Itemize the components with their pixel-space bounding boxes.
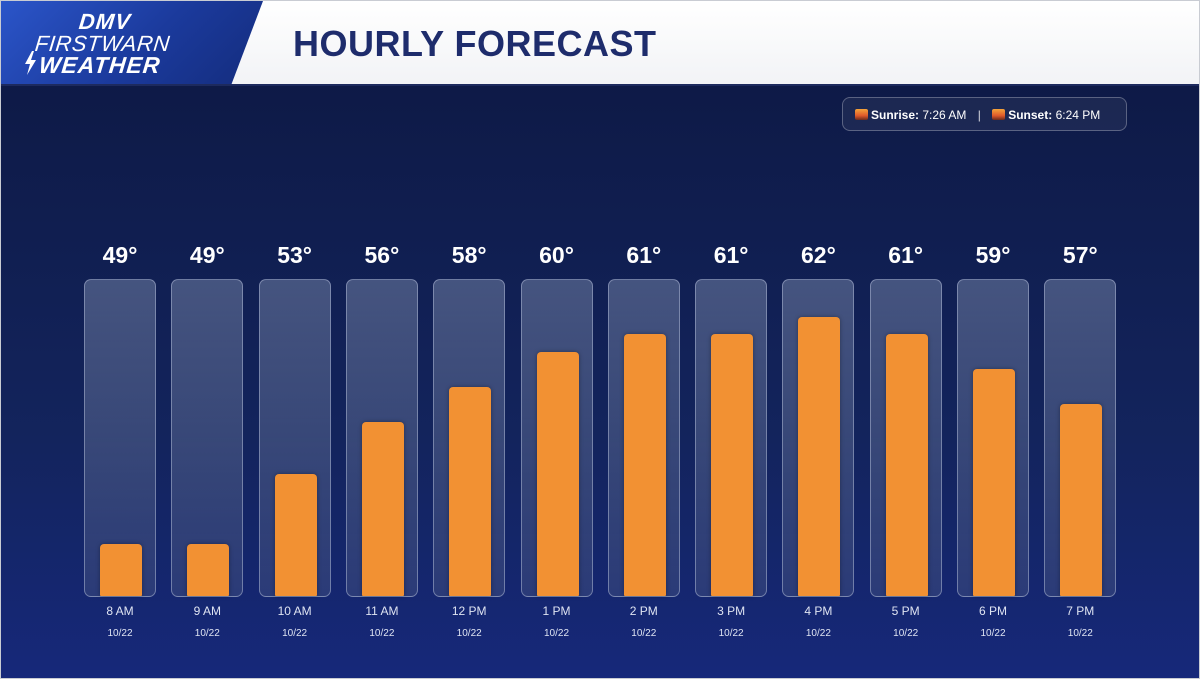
bar-track [957,279,1029,597]
bar-track [84,279,156,597]
logo-line-weather: WEATHER [37,52,162,78]
temperature-label: 61° [888,242,924,268]
temperature-label: 57° [1062,242,1098,268]
temperature-bar [361,421,404,596]
bar-track [869,279,942,597]
hour-label: 4 PM [804,604,833,618]
temperature-label: 49° [102,242,138,268]
temperature-label: 58° [451,242,487,268]
temperature-bar [274,473,317,596]
date-label: 10/22 [980,628,1006,639]
temperature-bar [187,543,230,596]
bar-track [258,279,331,597]
temperature-label: 49° [189,242,225,268]
hour-label: 10 AM [277,604,312,618]
hour-label: 6 PM [978,604,1007,618]
page-title: HOURLY FORECAST [293,23,657,64]
date-label: 10/22 [893,628,919,639]
separator: | [977,108,981,122]
temperature-bar [1060,404,1103,596]
bar-track [345,279,418,597]
bar-track [1044,279,1117,597]
station-logo: DMV FIRSTWARN WEATHER [1,1,263,84]
temperature-bar [623,334,666,596]
date-label: 10/22 [107,628,133,639]
hour-label: 2 PM [629,604,658,618]
sunset-label: Sunset: [1008,108,1053,122]
sunrise-time: 7:26 AM [922,108,967,122]
temperature-label: 59° [975,242,1011,268]
temperature-label: 60° [539,242,574,268]
temperature-label: 61° [626,242,662,268]
date-label: 10/22 [631,628,657,639]
date-label: 10/22 [718,628,744,639]
bar-track [171,279,244,597]
date-label: 10/22 [369,628,395,639]
sunrise-label: Sunrise: [871,108,920,122]
bar-track [607,279,680,597]
temperature-label: 62° [801,242,836,268]
temperature-bar [973,369,1015,596]
date-label: 10/22 [456,628,482,639]
sunset-time: 6:24 PM [1055,108,1101,122]
temperature-bar [885,334,928,596]
temperature-bar [100,543,142,596]
temperature-bar [536,351,579,596]
chart-panel: Sunrise: 7:26 AM | Sunset: 6:24 PM 49° 8 … [1,86,1199,678]
hour-label: 9 AM [193,604,221,618]
date-label: 10/22 [1067,628,1093,639]
bar-track [782,279,855,597]
temperature-bar [449,386,492,596]
bar-track [433,279,506,597]
temperature-bar [711,334,754,596]
hour-label: 5 PM [891,604,920,618]
sun-times-badge: Sunrise: 7:26 AM | Sunset: 6:24 PM [842,97,1127,131]
temperature-label: 61° [713,242,749,268]
bar-track [695,279,768,597]
temperature-label: 56° [364,242,400,268]
date-label: 10/22 [282,628,308,639]
lightning-bolt-icon [25,51,36,75]
hour-label: 11 AM [365,604,399,618]
date-label: 10/22 [805,628,831,639]
hour-label: 7 PM [1066,604,1095,618]
hour-label: 1 PM [542,604,571,618]
temperature-label: 53° [277,242,312,268]
temperature-bar [798,317,841,596]
bar-track [520,279,593,597]
hour-label: 8 AM [106,604,134,618]
sunset-icon [992,109,1006,120]
sunrise-icon [855,109,868,120]
date-label: 10/22 [543,628,570,639]
hour-label: 12 PM [451,604,487,618]
header-bar: DMV FIRSTWARN WEATHER HOURLY FORECAST [1,1,1199,86]
hour-label: 3 PM [717,604,746,618]
date-label: 10/22 [194,628,220,639]
